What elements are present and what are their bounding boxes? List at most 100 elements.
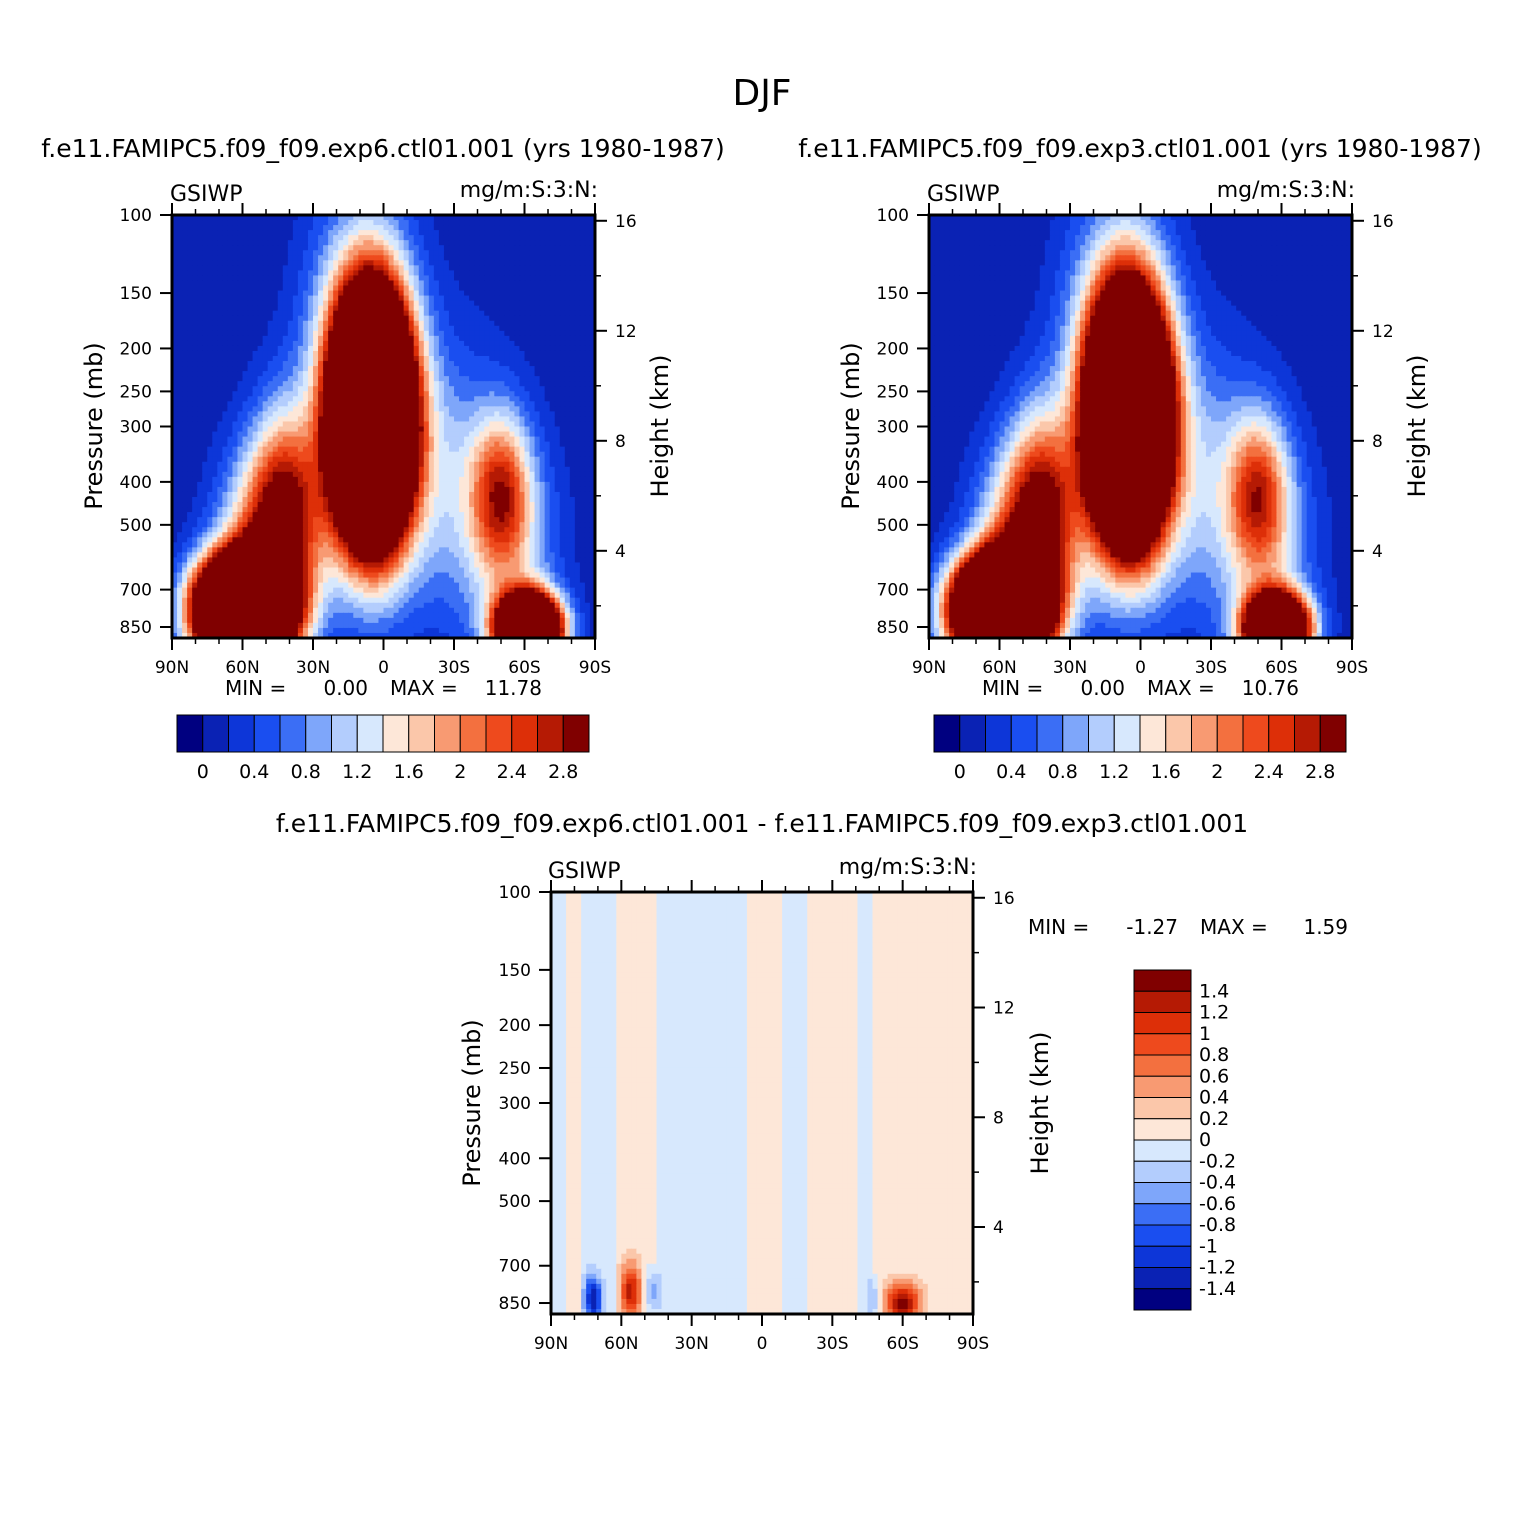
contour-cell	[328, 442, 334, 448]
contour-cell	[530, 230, 536, 236]
contour-cell	[459, 427, 465, 433]
contour-cell	[248, 326, 254, 332]
contour-cell	[449, 220, 455, 226]
contour-cell	[449, 235, 455, 241]
contour-cell	[540, 341, 546, 347]
contour-cell	[353, 507, 359, 513]
contour-cell	[489, 316, 495, 322]
contour-cell	[570, 240, 576, 246]
contour-cell	[499, 457, 505, 463]
contour-cell	[494, 250, 500, 256]
contour-cell	[484, 346, 490, 352]
contour-cell	[494, 452, 500, 458]
contour-cell	[177, 391, 183, 397]
contour-cell	[429, 421, 435, 427]
contour-cell	[580, 351, 586, 357]
contour-cell	[248, 356, 254, 362]
contour-cell	[489, 371, 495, 377]
contour-cell	[303, 442, 309, 448]
contour-cell	[343, 391, 349, 397]
contour-cell	[429, 361, 435, 367]
contour-cell	[565, 492, 571, 498]
contour-cell	[454, 472, 460, 478]
contour-cell	[429, 265, 435, 271]
contour-cell	[323, 321, 329, 327]
contour-cell	[429, 487, 435, 493]
contour-cell	[363, 301, 369, 307]
contour-cell	[394, 502, 400, 508]
contour-cell	[509, 275, 515, 281]
contour-cell	[197, 250, 203, 256]
contour-cell	[268, 351, 274, 357]
contour-cell	[253, 472, 259, 478]
contour-cell	[570, 482, 576, 488]
contour-cell	[328, 280, 334, 286]
contour-cell	[368, 296, 374, 302]
contour-cell	[535, 291, 541, 297]
contour-cell	[474, 280, 480, 286]
contour-cell	[424, 507, 430, 513]
contour-cell	[258, 442, 264, 448]
contour-cell	[560, 220, 566, 226]
contour-cell	[232, 502, 238, 508]
contour-cell	[384, 311, 390, 317]
contour-cell	[434, 321, 440, 327]
contour-cell	[258, 260, 264, 266]
contour-cell	[394, 286, 400, 292]
contour-cell	[459, 245, 465, 251]
contour-cell	[555, 260, 561, 266]
contour-cell	[253, 411, 259, 417]
contour-cell	[363, 421, 369, 427]
contour-cell	[414, 447, 420, 453]
contour-cell	[484, 230, 490, 236]
contour-cell	[540, 250, 546, 256]
contour-cell	[263, 296, 269, 302]
page-title: DJF	[732, 73, 791, 114]
contour-cell	[222, 371, 228, 377]
contour-cell	[469, 311, 475, 317]
contour-cell	[404, 411, 410, 417]
contour-cell	[197, 416, 203, 422]
contour-cell	[555, 321, 561, 327]
contour-cell	[399, 492, 405, 498]
contour-cell	[298, 265, 304, 271]
contour-cell	[343, 411, 349, 417]
contour-cell	[560, 230, 566, 236]
contour-cell	[489, 321, 495, 327]
contour-cell	[519, 301, 525, 307]
contour-cell	[585, 286, 591, 292]
contour-cell	[484, 376, 490, 382]
contour-cell	[182, 230, 188, 236]
contour-cell	[519, 326, 525, 332]
contour-cell	[540, 286, 546, 292]
contour-cell	[484, 286, 490, 292]
contour-cell	[283, 442, 289, 448]
contour-cell	[439, 331, 445, 337]
contour-cell	[489, 411, 495, 417]
contour-cell	[509, 502, 515, 508]
contour-cell	[530, 371, 536, 377]
contour-cell	[348, 265, 354, 271]
contour-cell	[494, 366, 500, 372]
contour-cell	[419, 230, 425, 236]
contour-cell	[227, 401, 233, 407]
contour-cell	[263, 255, 269, 261]
contour-cell	[444, 331, 450, 337]
contour-cell	[202, 457, 208, 463]
contour-cell	[217, 316, 223, 322]
contour-cell	[409, 492, 415, 498]
contour-cell	[192, 497, 198, 503]
contour-cell	[585, 381, 591, 387]
contour-cell	[494, 245, 500, 251]
contour-cell	[530, 275, 536, 281]
contour-cell	[504, 270, 510, 276]
contour-cell	[237, 487, 243, 493]
contour-cell	[509, 376, 515, 382]
contour-cell	[424, 472, 430, 478]
contour-cell	[439, 326, 445, 332]
contour-cell	[399, 235, 405, 241]
contour-cell	[313, 220, 319, 226]
contour-cell	[303, 482, 309, 488]
contour-cell	[570, 361, 576, 367]
contour-cell	[248, 225, 254, 231]
